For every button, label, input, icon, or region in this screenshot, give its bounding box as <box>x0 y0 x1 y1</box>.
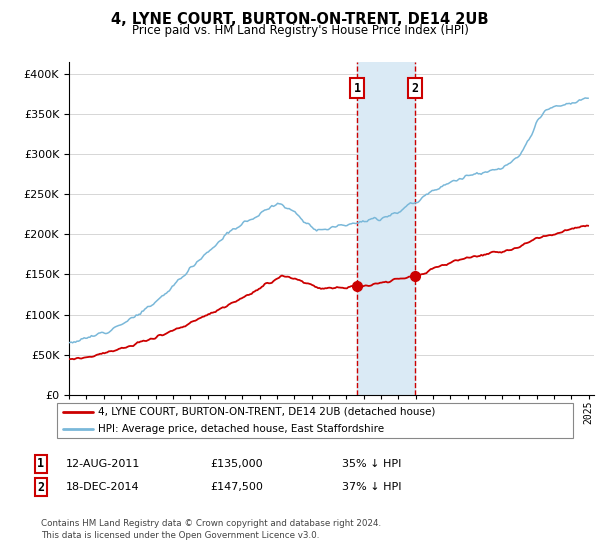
Text: 37% ↓ HPI: 37% ↓ HPI <box>342 482 401 492</box>
Text: HPI: Average price, detached house, East Staffordshire: HPI: Average price, detached house, East… <box>98 424 385 435</box>
Text: £135,000: £135,000 <box>210 459 263 469</box>
Text: 4, LYNE COURT, BURTON-ON-TRENT, DE14 2UB (detached house): 4, LYNE COURT, BURTON-ON-TRENT, DE14 2UB… <box>98 407 436 417</box>
Text: £147,500: £147,500 <box>210 482 263 492</box>
Text: 1: 1 <box>37 457 44 470</box>
Text: 12-AUG-2011: 12-AUG-2011 <box>66 459 140 469</box>
Bar <box>357 62 415 395</box>
FancyBboxPatch shape <box>56 403 574 438</box>
Text: This data is licensed under the Open Government Licence v3.0.: This data is licensed under the Open Gov… <box>41 531 319 540</box>
Text: 35% ↓ HPI: 35% ↓ HPI <box>342 459 401 469</box>
Text: 1: 1 <box>353 82 361 95</box>
Text: Price paid vs. HM Land Registry's House Price Index (HPI): Price paid vs. HM Land Registry's House … <box>131 24 469 37</box>
Text: 2: 2 <box>411 82 418 95</box>
Text: 4, LYNE COURT, BURTON-ON-TRENT, DE14 2UB: 4, LYNE COURT, BURTON-ON-TRENT, DE14 2UB <box>111 12 489 27</box>
Text: 2: 2 <box>37 480 44 494</box>
Text: Contains HM Land Registry data © Crown copyright and database right 2024.: Contains HM Land Registry data © Crown c… <box>41 519 381 528</box>
Text: 18-DEC-2014: 18-DEC-2014 <box>66 482 140 492</box>
